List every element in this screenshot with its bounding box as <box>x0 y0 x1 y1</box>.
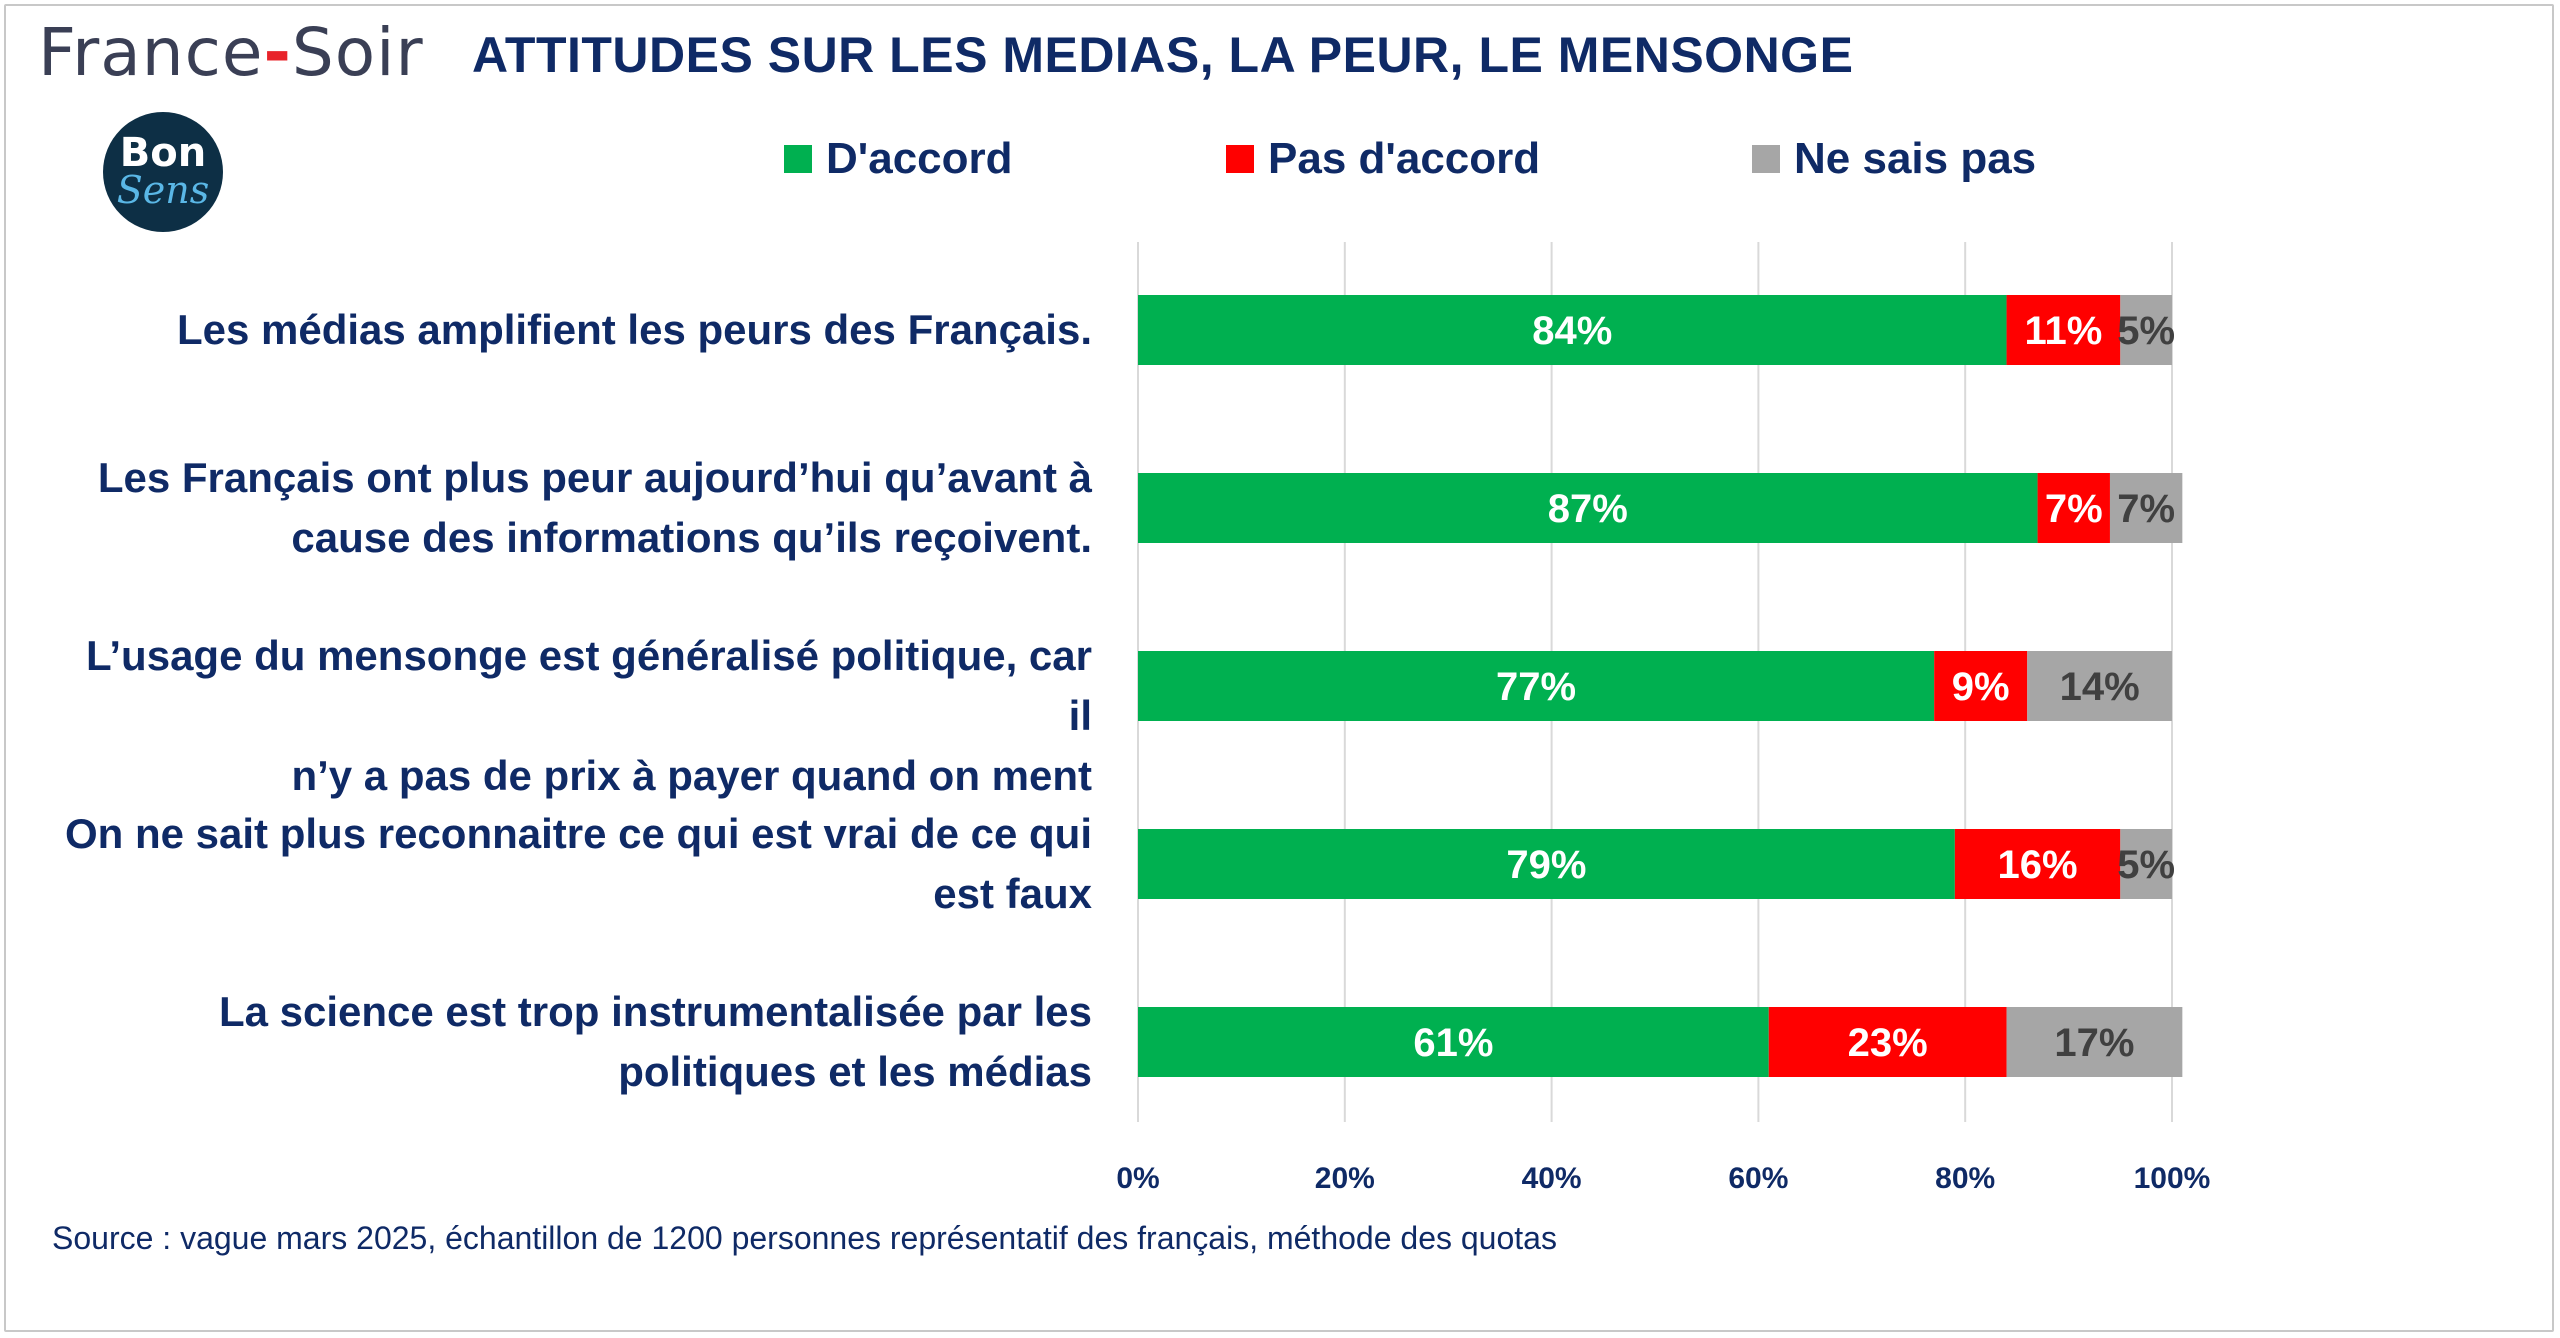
legend-item-accord: D'accord <box>784 134 1013 184</box>
data-label-5-3: 17% <box>2054 1021 2134 1065</box>
bar-segment-3-3 <box>2027 651 2172 721</box>
bar-segment-3-1 <box>1138 651 1935 721</box>
category-label-line: L’usage du mensonge est généralisé polit… <box>86 632 1092 739</box>
x-tick-label-0: 0% <box>1116 1162 1159 1195</box>
source-note: Source : vague mars 2025, échantillon de… <box>52 1220 1557 1256</box>
bar-segment-5-1 <box>1138 1007 1769 1077</box>
bar-segment-4-1 <box>1138 829 1955 899</box>
data-label-2-3: 7% <box>2117 487 2175 531</box>
brand-dash: - <box>263 14 292 91</box>
category-label-line: n’y a pas de prix à payer quand on ment <box>291 752 1092 799</box>
legend-label-accord: D'accord <box>826 134 1013 183</box>
bon-sens-logo: Bon Sens <box>103 112 223 232</box>
x-tick-label-60: 60% <box>1728 1162 1788 1195</box>
logo-sens-text: Sens <box>116 168 210 212</box>
category-label-2: Les Français ont plus peur aujourd’hui q… <box>52 448 1092 568</box>
category-label-line: On ne sait plus reconnaitre ce qui est v… <box>65 810 1092 857</box>
data-label-3-2: 9% <box>1952 665 2010 709</box>
category-label-1: Les médias amplifient les peurs des Fran… <box>52 300 1092 360</box>
bar-segment-4-2 <box>1954 829 2121 899</box>
data-label-4-2: 16% <box>1998 843 2078 887</box>
x-tick-label-40: 40% <box>1522 1162 1582 1195</box>
legend-label-ne-sais-pas: Ne sais pas <box>1794 134 2037 183</box>
bar-segment-1-2 <box>2006 295 2121 365</box>
legend-item-pas-accord: Pas d'accord <box>1226 134 1540 184</box>
bar-segment-2-3 <box>2109 473 2183 543</box>
category-label-5: La science est trop instrumentalisée par… <box>52 982 1092 1102</box>
data-label-1-1: 84% <box>1532 309 1612 353</box>
chart-title: ATTITUDES SUR LES MEDIAS, LA PEUR, LE ME… <box>472 27 1854 83</box>
data-label-5-2: 23% <box>1848 1021 1928 1065</box>
category-label-line: La science est trop instrumentalisée par… <box>218 988 1092 1035</box>
category-label-3: L’usage du mensonge est généralisé polit… <box>52 626 1092 806</box>
category-label-line: politiques et les médias <box>618 1048 1092 1095</box>
data-label-2-1: 87% <box>1548 487 1628 531</box>
bar-segment-1-3 <box>2120 295 2172 365</box>
category-label-line: Les Français ont plus peur aujourd’hui q… <box>97 454 1092 501</box>
x-tick-label-80: 80% <box>1935 1162 1995 1195</box>
bar-segment-5-2 <box>1768 1007 2007 1077</box>
bar-segment-2-1 <box>1138 473 2038 543</box>
data-label-2-2: 7% <box>2045 487 2103 531</box>
legend-swatch-ne-sais-pas <box>1752 145 1780 173</box>
data-label-3-3: 14% <box>2060 665 2140 709</box>
data-label-4-1: 79% <box>1506 843 1586 887</box>
legend-label-pas-accord: Pas d'accord <box>1268 134 1541 183</box>
category-label-line: Les médias amplifient les peurs des Fran… <box>176 306 1092 353</box>
bar-segment-4-3 <box>2120 829 2172 899</box>
category-label-line: cause des informations qu’ils reçoivent. <box>291 514 1092 561</box>
category-label-4: On ne sait plus reconnaitre ce qui est v… <box>52 804 1092 924</box>
legend-swatch-pas-accord <box>1226 145 1254 173</box>
data-label-1-3: 5% <box>2117 309 2175 353</box>
data-label-5-1: 61% <box>1413 1021 1493 1065</box>
data-label-3-1: 77% <box>1496 665 1576 709</box>
bar-segment-1-1 <box>1138 295 2007 365</box>
x-tick-label-100: 100% <box>2134 1162 2211 1195</box>
data-label-4-3: 5% <box>2117 843 2175 887</box>
brand-end: Soir <box>291 14 424 91</box>
brand-logo-france-soir: France-Soir <box>38 14 424 91</box>
bar-segment-5-3 <box>2006 1007 2183 1077</box>
x-tick-label-20: 20% <box>1315 1162 1375 1195</box>
legend-swatch-accord <box>784 145 812 173</box>
legend-item-ne-sais-pas: Ne sais pas <box>1752 134 2036 184</box>
brand-main: France <box>38 14 264 91</box>
bar-segment-3-2 <box>1934 651 2028 721</box>
logo-bon-text: Bon <box>119 130 207 176</box>
bar-segment-2-2 <box>2037 473 2110 543</box>
category-label-line: est faux <box>933 870 1092 917</box>
data-label-1-2: 11% <box>2025 309 2103 353</box>
